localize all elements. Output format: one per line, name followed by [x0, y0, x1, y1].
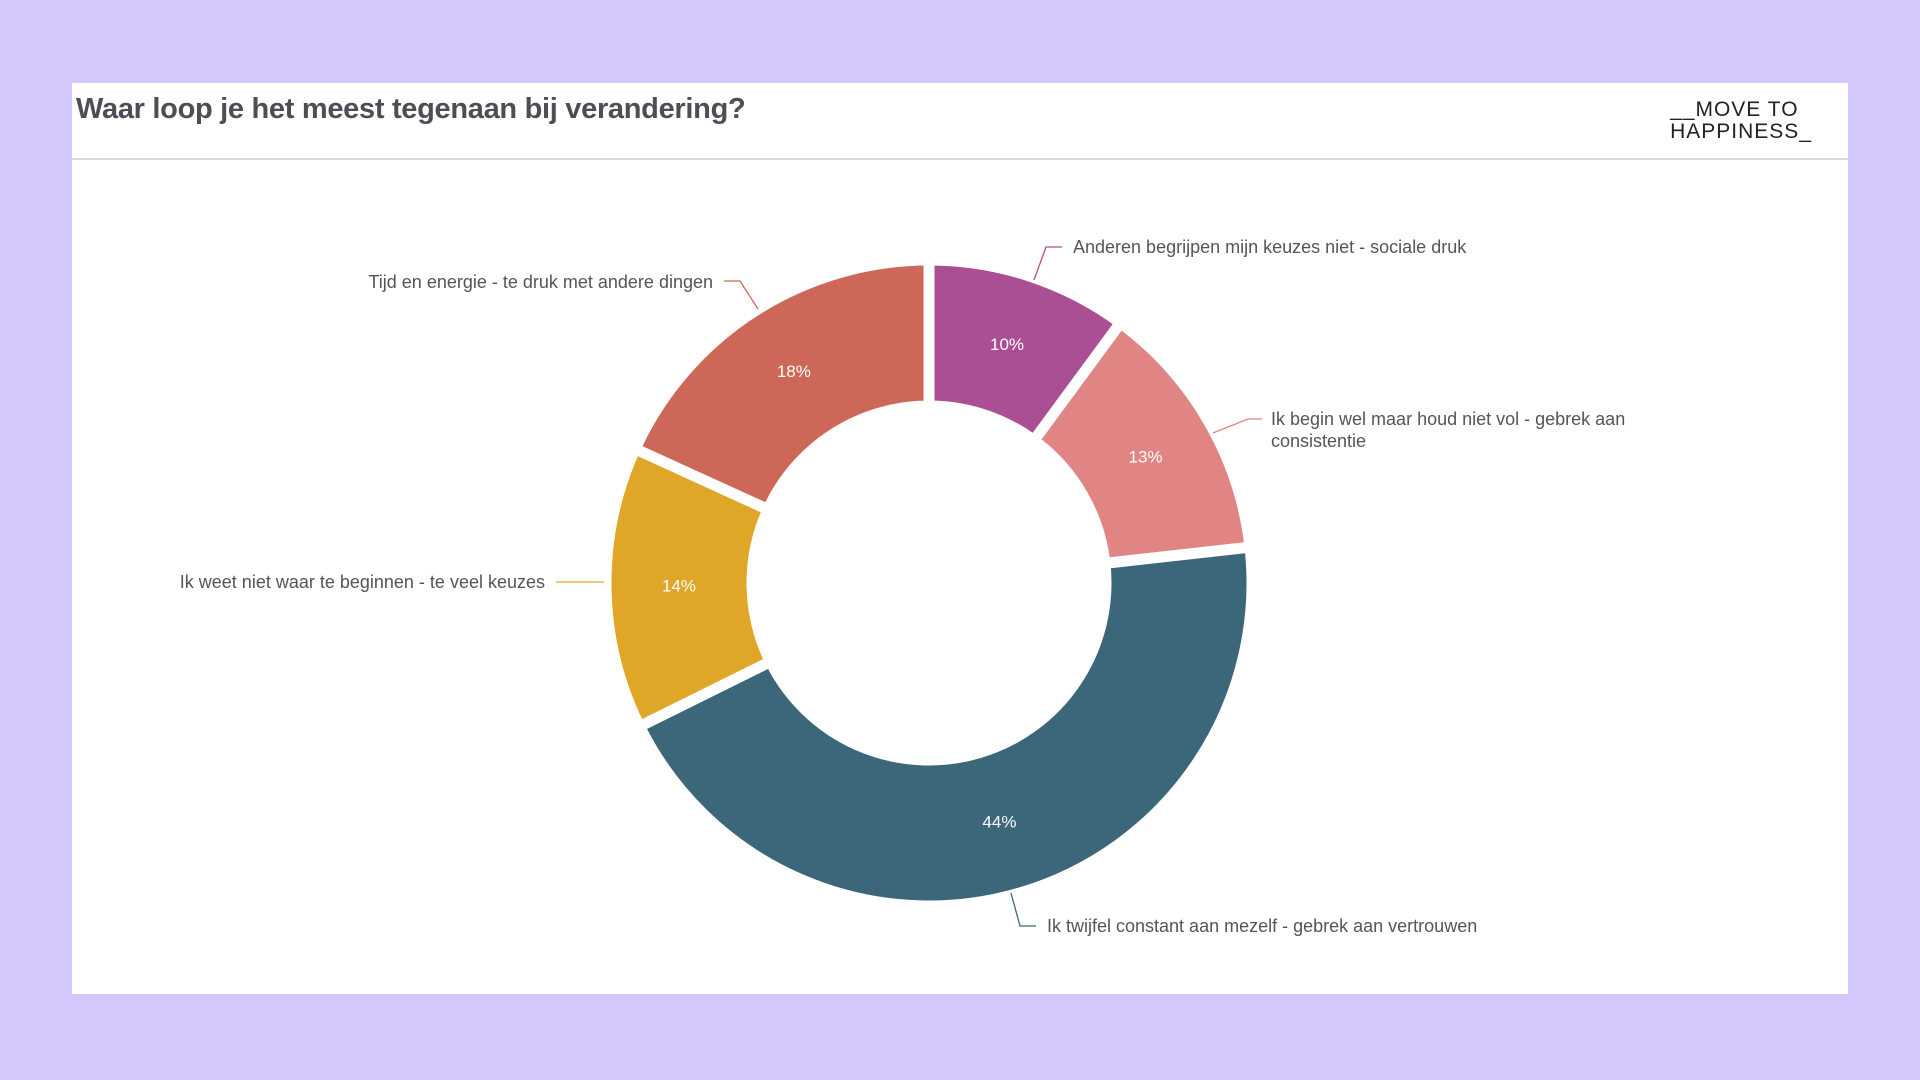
logo: __MOVE TO HAPPINESS_	[1670, 99, 1812, 143]
page-title: Waar loop je het meest tegenaan bij vera…	[76, 93, 746, 125]
donut-slice-4	[627, 254, 935, 517]
header: Waar loop je het meest tegenaan bij vera…	[72, 83, 1848, 160]
logo-line-1: __MOVE TO	[1670, 98, 1799, 121]
slice-label-2: Ik twijfel constant aan mezelf - gebrek …	[1047, 916, 1477, 936]
donut-slice-3	[600, 441, 778, 734]
leader-line-1	[1212, 418, 1262, 434]
slice-percent-3: 14%	[662, 576, 696, 595]
slice-percent-0: 10%	[990, 335, 1024, 354]
slice-label-4: Tijd en energie - te druk met andere din…	[368, 272, 713, 292]
slice-percent-4: 18%	[777, 362, 811, 381]
slice-label-3: Ik weet niet waar te beginnen - te veel …	[180, 572, 545, 592]
slice-label-1a: Ik begin wel maar houd niet vol - gebrek…	[1271, 409, 1625, 429]
leader-line-4	[724, 280, 759, 310]
slice-percent-2: 44%	[982, 812, 1016, 831]
logo-line-2: HAPPINESS_	[1670, 120, 1812, 143]
leader-line-2	[1010, 892, 1036, 927]
donut-slice-2	[632, 541, 1258, 912]
slice-percent-1: 13%	[1128, 447, 1162, 466]
slice-label-1b: consistentie	[1271, 431, 1366, 451]
leader-line-0	[1033, 246, 1062, 281]
slice-label-0: Anderen begrijpen mijn keuzes niet - soc…	[1073, 237, 1467, 257]
